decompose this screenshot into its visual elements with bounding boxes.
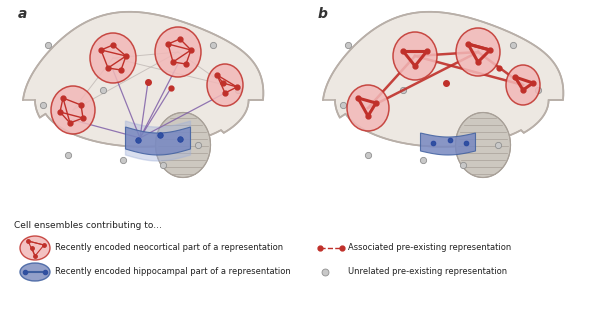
Ellipse shape [155, 27, 201, 77]
Ellipse shape [51, 86, 95, 134]
Polygon shape [126, 127, 190, 155]
Ellipse shape [456, 28, 500, 76]
Text: Associated pre-existing representation: Associated pre-existing representation [348, 243, 511, 253]
Polygon shape [456, 112, 511, 177]
Ellipse shape [347, 85, 389, 131]
Ellipse shape [90, 33, 136, 83]
Text: a: a [18, 7, 27, 21]
Ellipse shape [506, 65, 540, 105]
Polygon shape [155, 112, 211, 177]
Polygon shape [323, 12, 563, 147]
Ellipse shape [20, 236, 50, 260]
Text: Recently encoded hippocampal part of a representation: Recently encoded hippocampal part of a r… [55, 267, 291, 277]
Ellipse shape [393, 32, 437, 80]
Polygon shape [126, 121, 190, 161]
Text: Recently encoded neocortical part of a representation: Recently encoded neocortical part of a r… [55, 243, 283, 253]
Ellipse shape [20, 263, 50, 281]
Polygon shape [23, 12, 264, 147]
Text: Cell ensembles contributing to...: Cell ensembles contributing to... [14, 221, 162, 230]
Ellipse shape [207, 64, 243, 106]
Text: Unrelated pre-existing representation: Unrelated pre-existing representation [348, 267, 507, 277]
Polygon shape [421, 133, 475, 155]
Text: b: b [318, 7, 328, 21]
